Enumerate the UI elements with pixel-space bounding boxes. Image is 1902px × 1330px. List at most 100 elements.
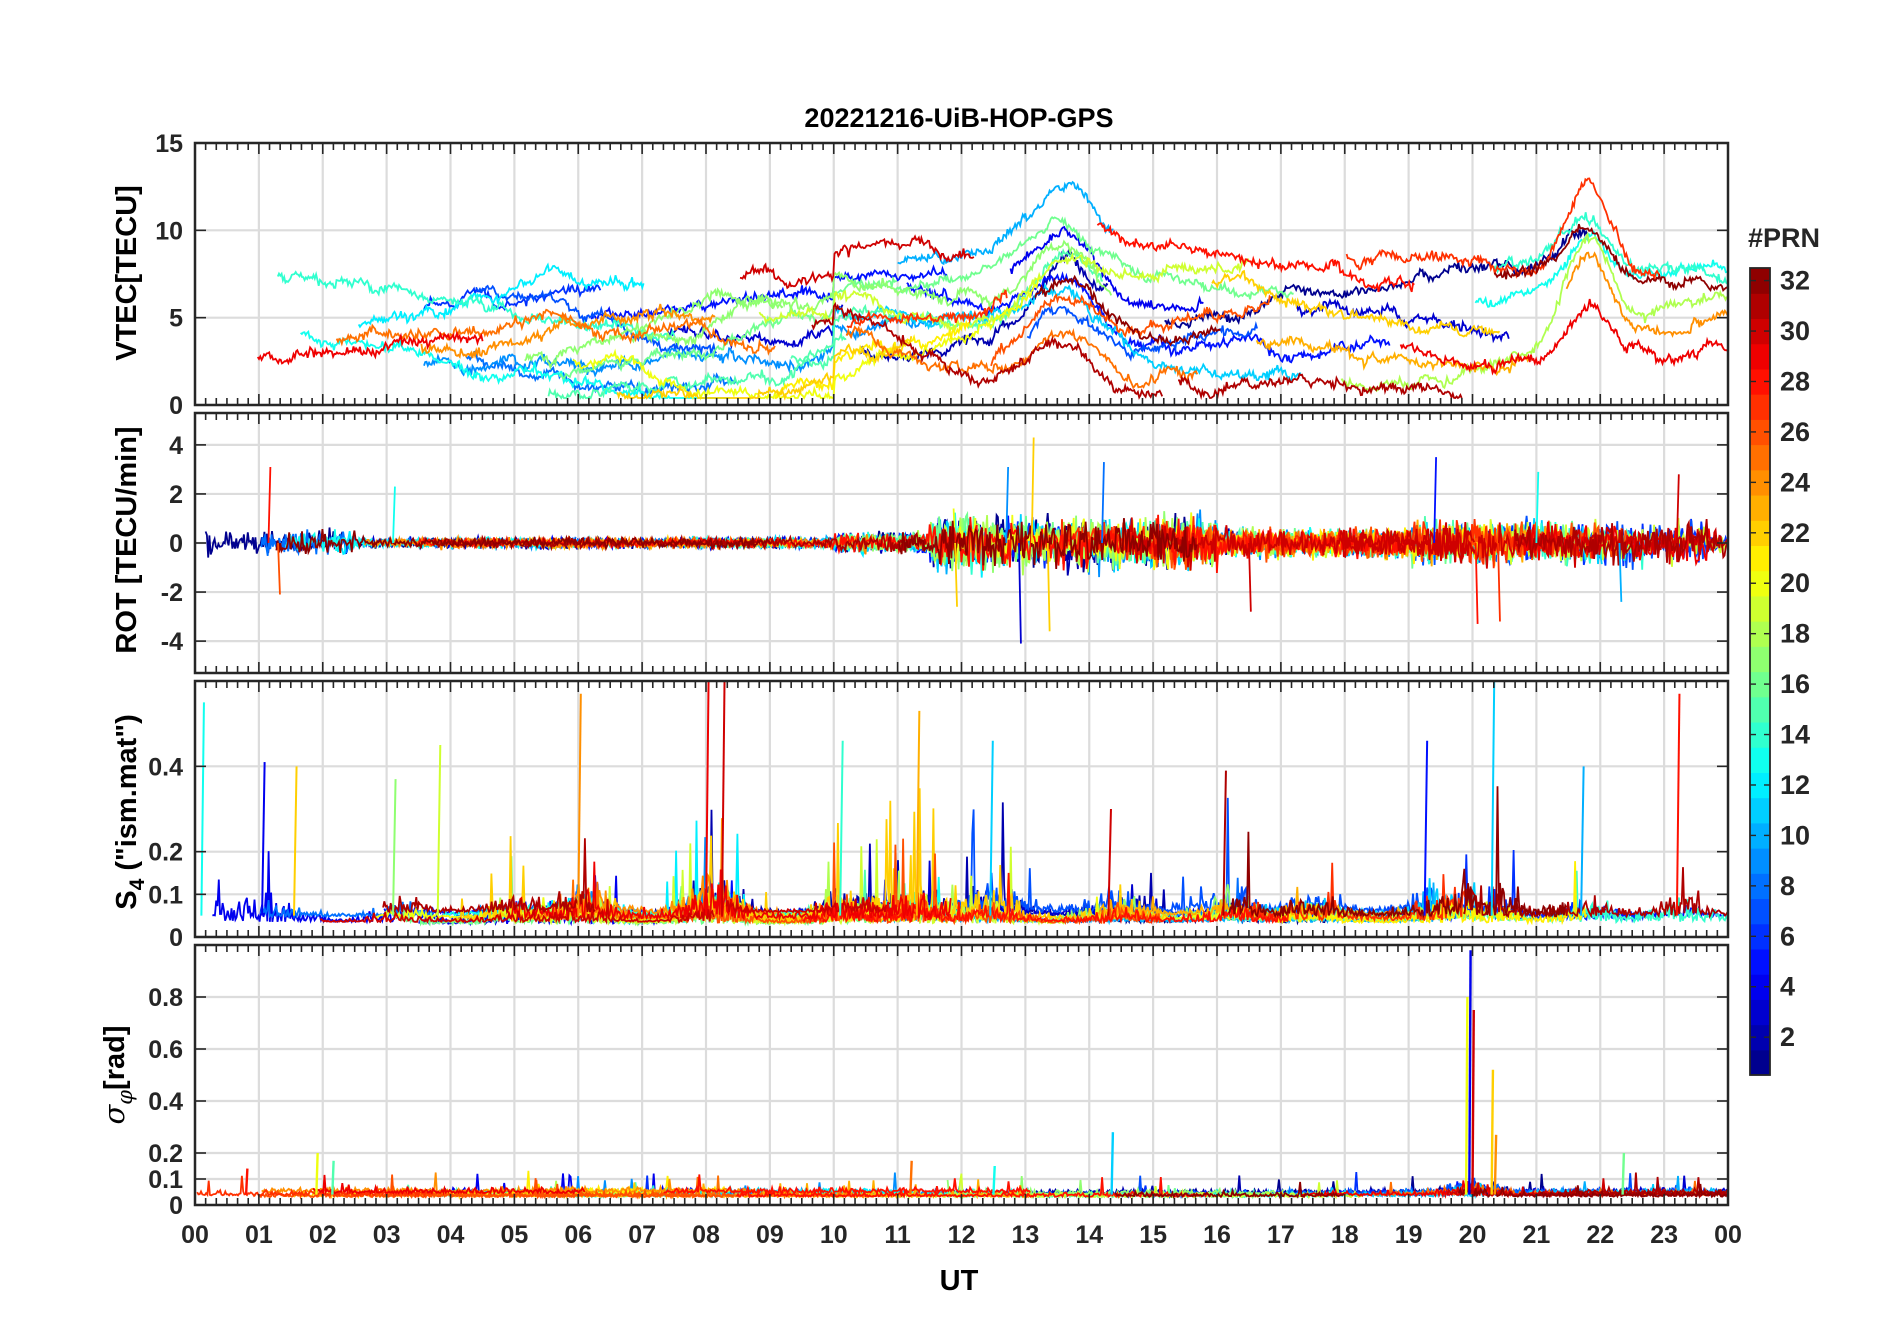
colorbar-swatch [1750, 419, 1770, 446]
sigma-phi-axis-label: σφ[rad] [97, 1026, 137, 1125]
series-prn-30 [319, 899, 715, 925]
sigma-phi-spike [244, 1168, 249, 1195]
vtec-panel: 0 5 10 15 [155, 130, 1730, 420]
colorbar-swatch [1750, 747, 1770, 773]
series-prn-25 [335, 308, 776, 356]
y-tick-label: 0.6 [148, 1036, 183, 1064]
rot-spike [1101, 462, 1105, 544]
y-tick-label: 0.8 [148, 984, 183, 1012]
series-prn-28 [802, 872, 1289, 925]
colorbar-swatch [1750, 469, 1770, 496]
x-tick-label: 11 [884, 1221, 911, 1249]
series-prn-24 [1565, 251, 1728, 338]
s4-axes [193, 679, 1730, 939]
sigma-phi-spike [992, 1165, 996, 1195]
series-prn-18 [1340, 231, 1728, 394]
x-tick-label: 16 [1203, 1221, 1231, 1249]
colorbar-tick-label: 32 [1780, 266, 1810, 296]
y-tick-label: 0.1 [148, 1166, 183, 1194]
s4-spike [261, 762, 266, 916]
colorbar-swatch [1750, 923, 1770, 950]
colorbar-swatch [1750, 671, 1770, 698]
series-prn-20 [572, 276, 1041, 401]
series-prn-22 [1211, 269, 1501, 338]
colorbar-tick-label: 22 [1780, 518, 1810, 548]
sigma_phi-grid [195, 945, 1728, 1207]
y-tick-label: 0.1 [148, 881, 183, 909]
s4-spike [839, 740, 844, 916]
s4-panel: 0 0.1 0.2 0.4 [148, 679, 1730, 952]
series-prn-15 [547, 331, 847, 400]
series-prn-6 [423, 282, 602, 312]
rot-spike [1046, 542, 1051, 632]
x-tick-label: 06 [564, 1221, 592, 1249]
colorbar-swatch [1750, 570, 1770, 597]
s4-spike [1423, 740, 1429, 916]
series-prn-28 [663, 1174, 1031, 1196]
colorbar-swatch [1750, 822, 1770, 849]
vtec-y-tick-labels: 0 5 10 15 [155, 130, 183, 420]
colorbar-swatch [1750, 721, 1770, 748]
rot-series-group [204, 437, 1728, 644]
s4-spike [293, 766, 298, 916]
sigma_phi-axes [193, 943, 1730, 1207]
x-tick-label: 21 [1522, 1221, 1550, 1249]
series-prn-19 [758, 251, 1250, 333]
s4-y-tick-labels: 0 0.1 0.2 0.4 [148, 753, 183, 952]
sigma_phi-series-group [196, 950, 1728, 1201]
sigma-phi-spike [1490, 1069, 1495, 1195]
y-tick-label: -4 [161, 628, 183, 656]
x-tick-label: 12 [948, 1221, 976, 1249]
s4-spike [1490, 681, 1496, 916]
series-prn-31 [1178, 372, 1463, 401]
sigma-phi-spike [1468, 950, 1472, 1195]
colorbar-tick-label: 26 [1780, 417, 1810, 447]
s4-spike [1222, 770, 1227, 916]
rot-spike [1474, 542, 1479, 624]
sigma_phi-panel: 00.10.2 0.4 0.6 0.8 [148, 943, 1730, 1220]
x-tick-label: 00 [1714, 1221, 1742, 1249]
series-prn-10 [897, 180, 1114, 266]
colorbar-swatch [1750, 1049, 1770, 1076]
series-prn-14 [1492, 212, 1728, 285]
series-prn-27 [196, 1175, 432, 1198]
colorbar-swatch [1750, 318, 1770, 345]
series-prn-25 [845, 325, 1199, 390]
series-prn-9 [423, 352, 605, 378]
x-tick-label: 05 [500, 1221, 528, 1249]
colorbar-tick-label: 16 [1780, 669, 1810, 699]
series-prn-32 [275, 529, 772, 556]
rot-spike [1018, 542, 1022, 644]
colorbar-swatch [1750, 268, 1770, 294]
colorbar-swatch [1750, 595, 1770, 622]
colorbar-tick-label: 14 [1780, 720, 1810, 750]
colorbar-tick-label: 12 [1780, 770, 1810, 800]
sigma_phi-y-tick-labels: 00.10.2 0.4 0.6 0.8 [148, 984, 183, 1220]
x-tick-label: 22 [1586, 1221, 1614, 1249]
colorbar-tick-label: 8 [1780, 871, 1795, 901]
rot-spike [1497, 542, 1501, 622]
y-tick-label: 2 [169, 481, 183, 509]
series-prn-31 [382, 838, 596, 915]
y-tick-label: 0 [169, 392, 183, 420]
series-prn-29 [312, 1174, 586, 1197]
rot-y-tick-labels: 4 2 0 -2 -4 [161, 432, 183, 656]
x-tick-label: 10 [820, 1221, 848, 1249]
colorbar-swatch [1750, 494, 1770, 521]
series-prn-17 [524, 287, 784, 371]
y-tick-label: 5 [169, 305, 183, 333]
vtec-axes [193, 141, 1730, 407]
series-prn-28 [735, 1177, 1211, 1199]
series-prn-7 [475, 284, 718, 355]
s4-spike [989, 740, 994, 916]
colorbar-swatch [1750, 772, 1770, 799]
colorbar-swatch [1750, 343, 1770, 370]
y-tick-label: 0.2 [148, 839, 183, 867]
y-tick-label: 0 [169, 1192, 183, 1220]
colorbar-tick-label: 4 [1780, 972, 1795, 1002]
colorbar-tick-label: 24 [1780, 467, 1810, 497]
s4-spike [720, 681, 726, 916]
sigma-phi-spike [1621, 1152, 1626, 1195]
